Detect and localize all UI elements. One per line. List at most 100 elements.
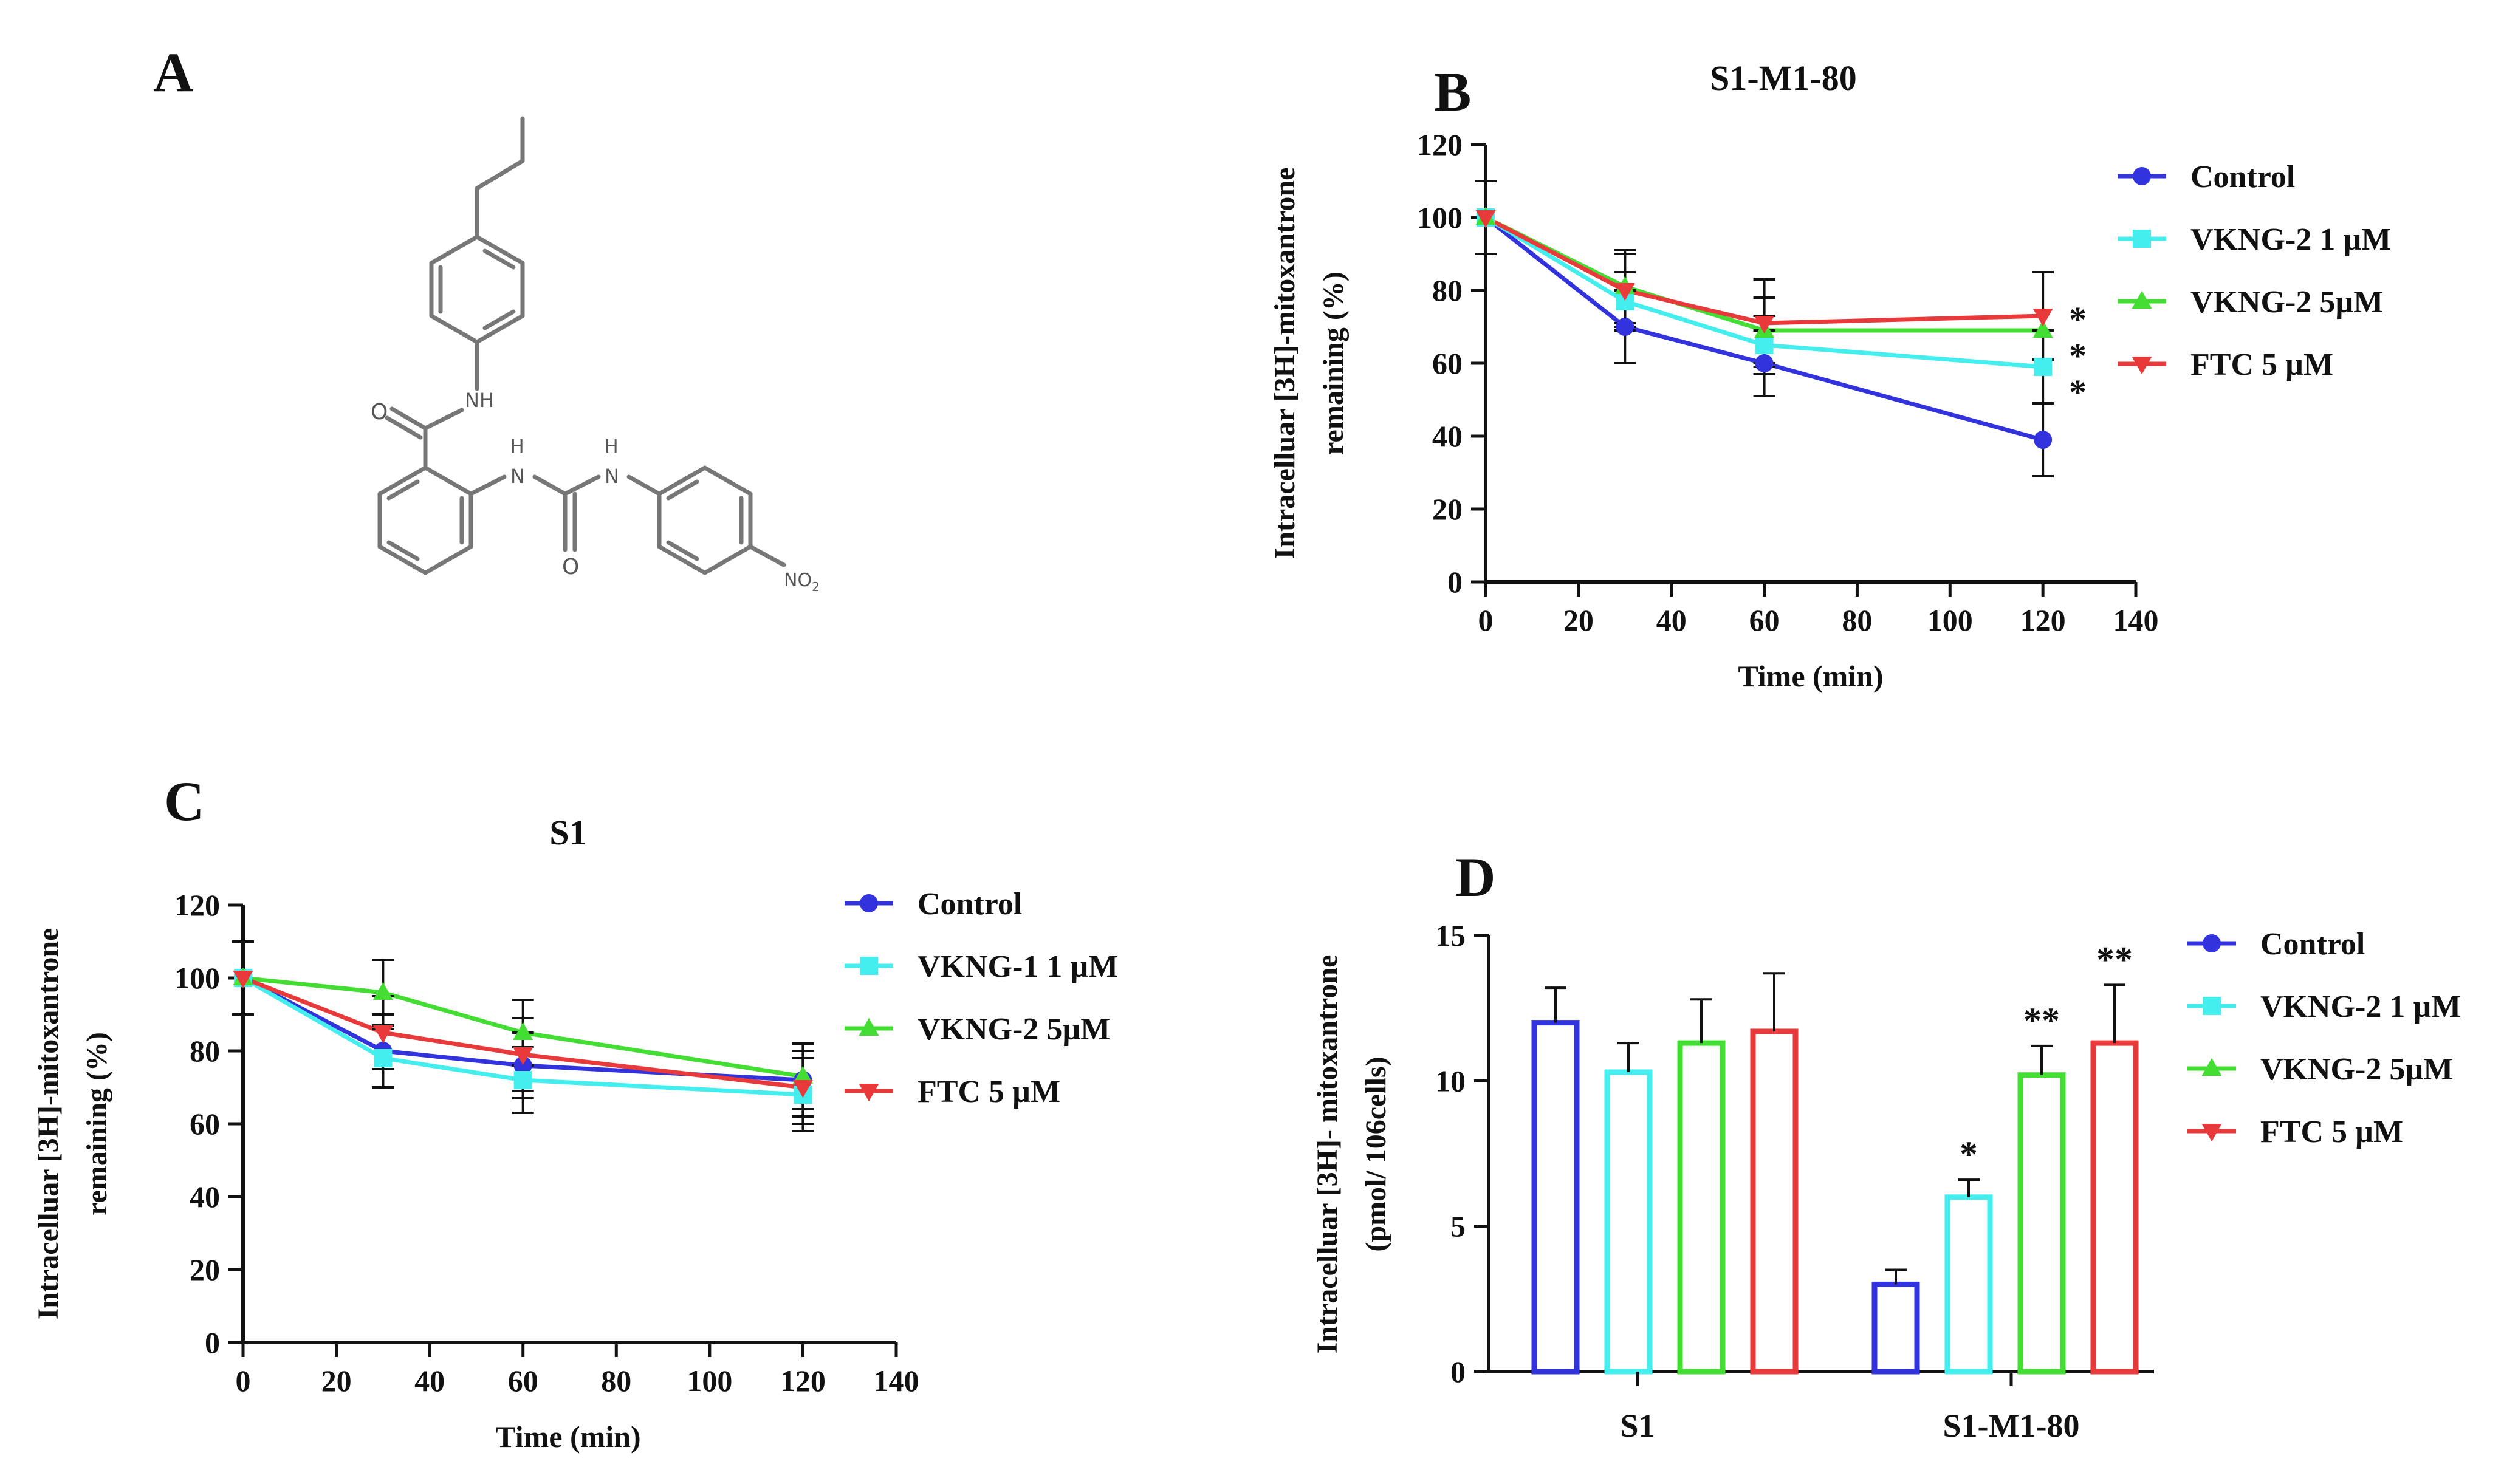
chart-c-data-point: [513, 1047, 533, 1065]
atom-label-amide-nh: NH: [465, 389, 494, 412]
chart-b-series-line: [1484, 216, 2043, 369]
chart-b-series-line: [1484, 216, 2044, 442]
chart-d-bar: [1531, 1020, 1580, 1375]
chart-b-legend-label: Control: [2190, 160, 2295, 194]
chart-b-data-point: [2034, 431, 2053, 449]
chart-c-legend-label: FTC 5 µM: [918, 1075, 1060, 1109]
chart-c-data-point: [374, 1049, 393, 1067]
chart-c-data-point: [792, 1065, 813, 1084]
chart-c-data-point: [372, 982, 393, 1000]
bond-urea-n1-c: [532, 474, 568, 496]
chart-c-legend-label: Control: [918, 887, 1022, 922]
chart-d-legend-marker: [2201, 1058, 2222, 1076]
atom-label-urea-o: O: [562, 555, 579, 580]
chart-b-data-point: [1614, 283, 1635, 301]
chart-d-ytick-label: 10: [1435, 1064, 1466, 1098]
chart-d-bars: *****: [1531, 939, 2139, 1375]
chart-c-ytick-label: 80: [190, 1034, 220, 1068]
chart-c-xtick-label: 60: [508, 1364, 538, 1398]
atom-label-nitro: NO2: [784, 570, 820, 594]
chart-b-xtick-label: 60: [1749, 603, 1780, 637]
chart-c-xtick-label: 20: [321, 1364, 352, 1398]
benzene-ring-middle-inner1: [386, 479, 420, 501]
bond-urea-n2-ring: [626, 474, 662, 496]
chart-b-xlabel: Time (min): [1738, 659, 1883, 693]
chart-b-xtick-label: 40: [1656, 603, 1687, 637]
atom-label-nitro-sub: 2: [812, 580, 820, 594]
chart-panel-c: S1 0 20 40 60 80 100 120 0 20 40 60 80 100 120 140 Ti…: [32, 813, 1118, 1454]
chart-c-series-line: [242, 976, 803, 1097]
chart-c-xtick-label: 80: [601, 1364, 631, 1398]
chart-c-data-point: [513, 1056, 532, 1075]
chart-c-ytick-label: 40: [190, 1180, 220, 1214]
chart-d-ylabel-line1: Intracelluar [3H]- mitoxantrone: [1311, 955, 1343, 1354]
atom-label-amide-o: O: [371, 400, 388, 425]
chart-d-legend-label: FTC 5 µM: [2260, 1115, 2403, 1149]
chart-d-legend-label: VKNG-2 1 µM: [2260, 990, 2461, 1024]
molecule-structure: [377, 116, 786, 575]
chart-d-ytick-label: 0: [1450, 1355, 1466, 1389]
chart-c-ylabel-line2: remaining (%): [81, 1032, 113, 1216]
chart-c-data-point: [792, 1080, 813, 1098]
chart-c-legend: Control VKNG-1 1 µM VKNG-2 5µM FTC 5 µM: [845, 887, 1118, 1109]
chart-c-series-line: [242, 976, 803, 1079]
chart-c-legend-marker: [859, 1017, 879, 1036]
chart-c-xtick-label: 0: [236, 1364, 251, 1398]
chart-d-bar: [1871, 1281, 1920, 1375]
benzene-ring-middle: [377, 465, 473, 575]
chart-b-ytick-label: 0: [1447, 565, 1463, 599]
atom-label-urea-h1: H: [510, 436, 524, 457]
bond-nh-carbonyl: [423, 408, 464, 431]
chart-b-legend-marker: [2133, 167, 2151, 185]
phenyl-ring-top-inner1: [482, 248, 516, 270]
chart-b-xtick-label: 0: [1478, 603, 1494, 637]
chart-c-ylabel-line1: Intracelluar [3H]-mitoxantrone: [32, 928, 64, 1320]
chart-b-ylabel-line1: Intracelluar [3H]-mitoxantrone: [1269, 168, 1301, 559]
bond-carbonyl-o2: [385, 415, 423, 440]
chart-b-xticks: 0 20 40 60 80 100 120 140: [1478, 582, 2159, 637]
chart-c-legend-label: VKNG-2 5µM: [918, 1012, 1110, 1047]
chart-b-ylabel-line2: remaining (%): [1317, 272, 1350, 455]
chart-d-significance: **: [2096, 939, 2133, 979]
chart-b-series-line: [1484, 215, 2043, 326]
chart-d-legend-label: VKNG-2 5µM: [2260, 1052, 2453, 1087]
panel-letter-d: D: [1455, 846, 1495, 908]
chart-d-yticks: 0 5 10 15: [1435, 918, 1489, 1389]
chart-d-bar: [1944, 1194, 1993, 1375]
atom-label-urea-h2: H: [605, 436, 619, 457]
chart-b-ytick-label: 60: [1432, 346, 1463, 380]
chart-d-bar: [2090, 1040, 2139, 1375]
bond-urea-c-n2: [563, 474, 601, 496]
chart-d-bar: [1750, 1028, 1799, 1375]
chart-c-xtick-label: 120: [780, 1364, 826, 1398]
panel-letter-c: C: [164, 770, 204, 832]
nitrophenyl-ring: [657, 465, 753, 575]
chart-c-title: S1: [549, 813, 586, 852]
chart-d-legend-label: Control: [2260, 927, 2365, 962]
chart-b-legend-marker: [2132, 357, 2152, 375]
atom-label-urea-n1: N: [510, 465, 525, 488]
chart-c-xtick-label: 40: [414, 1364, 445, 1398]
chart-d-legend-marker: [2203, 934, 2221, 952]
chart-d-bar: [2017, 1072, 2066, 1375]
chart-c-series-line: [242, 976, 803, 1090]
chart-b-data-point: [1616, 318, 1634, 336]
chart-b-significance-3: *: [2069, 372, 2087, 412]
chart-d-ytick-label: 5: [1450, 1209, 1466, 1243]
phenyl-ring-top-inner2: [482, 309, 516, 330]
chart-d-category-s1m180: S1-M1-80: [1943, 1407, 2080, 1444]
nitrophenyl-ring-inner1: [666, 479, 699, 501]
chart-b-title: S1-M1-80: [1710, 58, 1857, 98]
chart-c-ytick-label: 120: [174, 888, 220, 922]
bond-carbonyl-o1: [389, 406, 428, 431]
chart-b-legend-label: FTC 5 µM: [2190, 347, 2333, 382]
bond-ring-nitro: [748, 544, 786, 567]
chart-b-data-point: [1755, 336, 1774, 354]
panel-letter-b: B: [1434, 61, 1471, 123]
chart-b-xtick-label: 120: [2020, 603, 2066, 637]
chart-panel-b: S1-M1-80 0 20 40 60 80 100 120 0 20 40 60 80 100 120…: [1269, 58, 2391, 693]
chart-c-data-point: [233, 971, 253, 989]
molecule-atom-labels: O NH H N H N O NO2: [371, 389, 820, 594]
